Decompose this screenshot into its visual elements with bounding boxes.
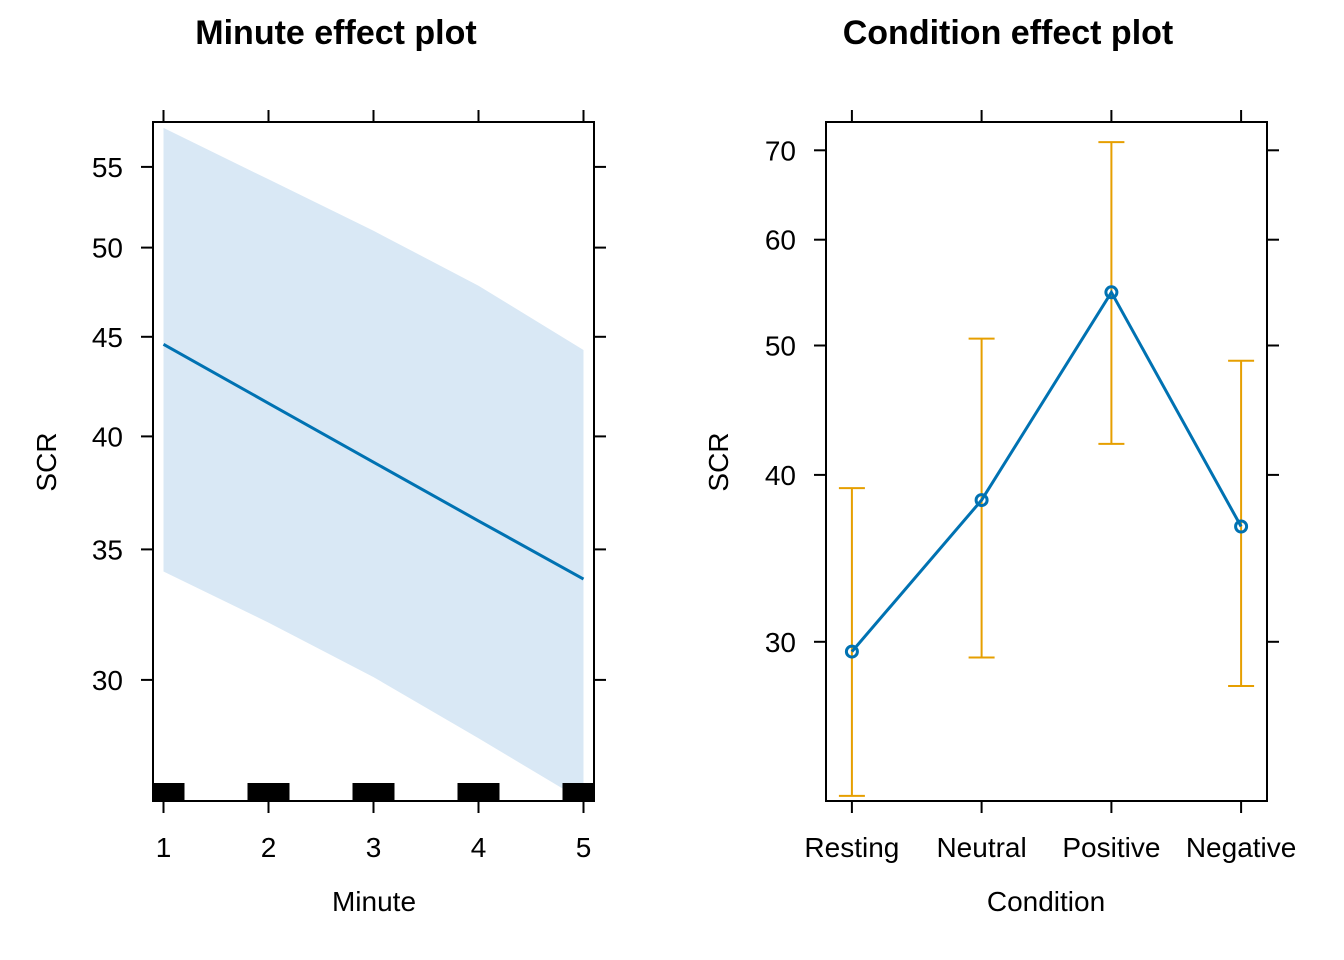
y-tick-label: 60 — [765, 225, 796, 256]
condition-x-axis-ticks: Resting Neutral Positive Negative — [804, 110, 1296, 863]
data-point — [844, 644, 859, 659]
condition-y-axis-ticks: 30 40 50 60 70 — [765, 135, 1279, 658]
y-tick-label: 30 — [765, 627, 796, 658]
minute-y-axis-label: SCR — [31, 432, 62, 491]
rug-mark — [352, 783, 395, 801]
y-tick-label: 45 — [92, 322, 123, 353]
x-tick-label: 5 — [576, 832, 592, 863]
minute-x-axis-label: Minute — [332, 886, 416, 917]
x-tick-label: 2 — [261, 832, 277, 863]
condition-y-axis-label: SCR — [703, 432, 734, 491]
y-tick-label: 40 — [92, 421, 123, 452]
x-tick-label: Neutral — [936, 832, 1026, 863]
minute-panel-title: Minute effect plot — [195, 14, 476, 52]
condition-panel-title: Condition effect plot — [843, 14, 1174, 52]
y-tick-label: 50 — [765, 331, 796, 362]
y-tick-label: 55 — [92, 152, 123, 183]
minute-rug-layer — [153, 783, 594, 801]
y-tick-label: 50 — [92, 233, 123, 264]
x-tick-label: 1 — [156, 832, 172, 863]
fit-line — [162, 342, 585, 581]
x-tick-label: Resting — [804, 832, 899, 863]
data-point — [1234, 519, 1249, 534]
x-tick-label: Positive — [1062, 832, 1160, 863]
data-point — [974, 493, 989, 508]
y-tick-label: 40 — [765, 460, 796, 491]
y-tick-label: 30 — [92, 665, 123, 696]
minute-fit-line-layer — [162, 342, 585, 581]
confidence-band — [163, 127, 584, 801]
condition-plot-frame — [825, 121, 1268, 802]
minute-y-axis-ticks: 30 35 40 45 50 55 — [92, 152, 606, 696]
condition-fit-line-layer — [844, 285, 1249, 659]
condition-effect-panel: Condition effect plot Resting Neutral Posi… — [703, 14, 1296, 917]
y-tick-label: 35 — [92, 534, 123, 565]
x-tick-label: 3 — [366, 832, 382, 863]
rug-mark — [247, 783, 290, 801]
minute-x-axis-ticks: 1 2 3 4 5 — [156, 110, 592, 863]
x-tick-label: Negative — [1186, 832, 1297, 863]
data-point — [1104, 285, 1119, 300]
rug-mark — [562, 783, 594, 801]
rug-mark — [457, 783, 500, 801]
condition-x-axis-label: Condition — [987, 886, 1105, 917]
rug-mark — [153, 783, 185, 801]
x-tick-label: 4 — [471, 832, 487, 863]
y-tick-label: 70 — [765, 135, 796, 166]
condition-error-bar-layer — [838, 141, 1255, 797]
fit-line — [850, 289, 1243, 653]
minute-confidence-band-layer — [163, 127, 584, 801]
